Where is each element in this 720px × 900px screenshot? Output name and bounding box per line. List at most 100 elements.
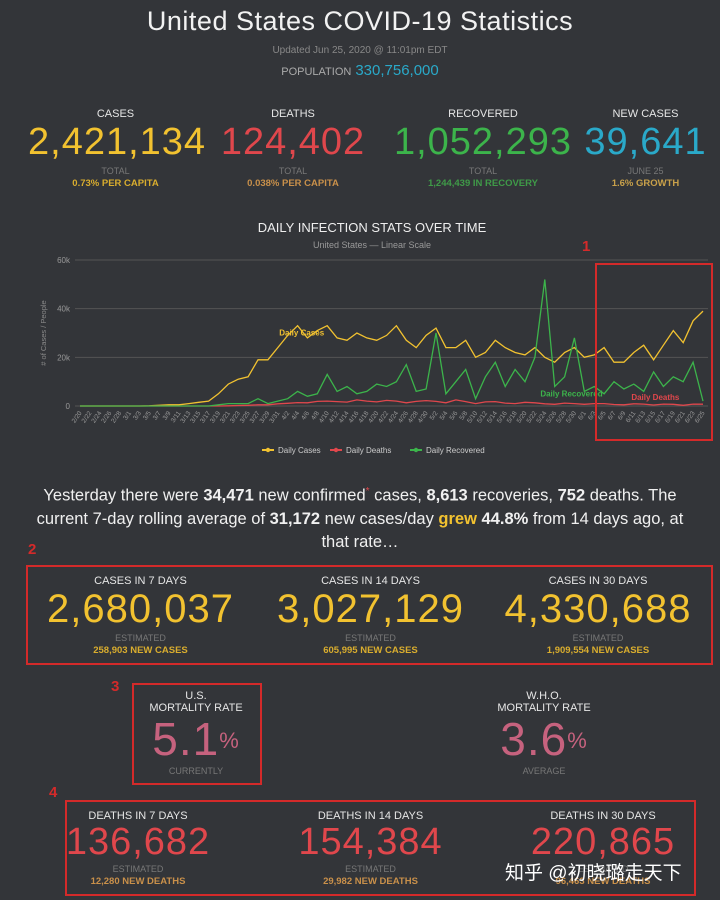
mortality-region: U.S. [185, 690, 207, 702]
mortality-label: MORTALITY RATE [149, 702, 243, 714]
x-tick-label: 4/8 [310, 410, 321, 422]
mortality-label: MORTALITY RATE [497, 702, 591, 714]
projection-value: 136,682 [65, 821, 211, 863]
legend-label: Daily Recovered [426, 446, 485, 455]
legend-label: Daily Cases [278, 446, 321, 455]
legend-marker [413, 447, 419, 453]
summary-text: deaths. The current 7-day rolling averag… [36, 486, 677, 528]
series-line [80, 310, 704, 407]
x-tick-label: 4/6 [300, 410, 311, 422]
stat-sub: TOTAL [101, 166, 130, 176]
death-projections: DEATHS IN 7 DAYS 136,682 ESTIMATED 12,28… [28, 810, 713, 887]
x-tick-label: 6/3 [587, 410, 598, 422]
projection-value: 154,384 [298, 821, 443, 863]
x-tick-label: 3/9 [162, 410, 173, 422]
marker: 3 [111, 678, 120, 695]
watermark: 知乎 @初晓璐走天下 [505, 863, 682, 884]
y-tick-label: 0 [66, 402, 71, 411]
projection-label: CASES IN 30 DAYS [548, 575, 648, 587]
mortality-number: 3.6 [500, 713, 568, 765]
stat-note: 1,244,439 IN RECOVERY [427, 178, 538, 189]
projection-sub: ESTIMATED [345, 633, 396, 643]
summary-number: 8,613 [426, 486, 468, 505]
highlight-box [595, 263, 713, 441]
projection-value: 4,330,688 [504, 587, 692, 631]
marker: 1 [582, 238, 591, 255]
y-axis-label: # of Cases / People [39, 300, 48, 365]
chart-title: DAILY INFECTION STATS OVER TIME [258, 220, 487, 235]
mortality-value: 5.1% [126, 714, 266, 764]
mortality-unit: % [219, 728, 240, 753]
x-tick-label: 3/3 [132, 410, 143, 422]
stat-note: 0.038% PER CAPITA [247, 178, 339, 189]
stat: CASES 2,421,134 TOTAL 0.73% PER CAPITA [28, 108, 207, 189]
projection-note: 29,982 NEW DEATHS [323, 876, 418, 887]
stat-label: NEW CASES [612, 108, 679, 120]
stats-row: CASES 2,421,134 TOTAL 0.73% PER CAPITA D… [28, 108, 708, 189]
summary: Yesterday there were 34,471 new confirme… [30, 480, 690, 554]
summary-text: Yesterday there were [43, 486, 204, 505]
legend-label: Daily Deaths [346, 446, 391, 455]
x-tick-label: 3/5 [142, 410, 153, 422]
summary-text: from 14 days ago, at that rate… [321, 509, 684, 551]
summary-trend: grew [438, 509, 477, 528]
x-tick-label: 4/2 [280, 410, 291, 422]
projection: CASES IN 30 DAYS 4,330,688 ESTIMATED 1,9… [488, 575, 708, 656]
summary-text: new confirmed [253, 486, 366, 505]
x-tick-label: 5/4 [439, 410, 450, 422]
series-label: Daily Deaths [631, 393, 680, 402]
legend-marker [333, 447, 339, 453]
stat-value: 39,641 [584, 121, 707, 163]
projection-label: DEATHS IN 30 DAYS [550, 810, 656, 822]
case-projections: CASES IN 7 DAYS 2,680,037 ESTIMATED 258,… [28, 575, 708, 656]
projection: DEATHS IN 7 DAYS 136,682 ESTIMATED 12,28… [28, 810, 248, 887]
projection-note: 12,280 NEW DEATHS [90, 876, 186, 887]
x-tick-label: 4/4 [290, 410, 301, 422]
x-tick-label: 6/7 [607, 410, 618, 422]
stat-sub: TOTAL [468, 166, 498, 176]
highlight-box [65, 800, 696, 896]
marker: 2 [28, 541, 37, 558]
projection-sub: ESTIMATED [115, 633, 166, 643]
projection-value: 220,865 [530, 821, 676, 863]
updated-time: Updated Jun 25, 2020 @ 11:01pm EDT [272, 45, 448, 56]
mortality-row: U.S. MORTALITY RATE 5.1% CURRENTLY W.H.O… [126, 690, 614, 776]
chart: DAILY INFECTION STATS OVER TIME United S… [39, 220, 708, 455]
projection-label: CASES IN 14 DAYS [321, 575, 420, 587]
projection-sub: ESTIMATED [572, 633, 624, 643]
x-tick-label: 3/7 [152, 410, 163, 422]
mortality: U.S. MORTALITY RATE 5.1% CURRENTLY [126, 690, 266, 776]
projection-value: 3,027,129 [277, 587, 464, 631]
stat-note: 0.73% PER CAPITA [72, 178, 159, 189]
projection-label: DEATHS IN 7 DAYS [88, 810, 188, 822]
mortality-number: 5.1 [152, 713, 220, 765]
projection-note: 605,995 NEW CASES [323, 645, 418, 656]
mortality-sub: CURRENTLY [168, 766, 224, 776]
y-tick-label: 20k [57, 353, 71, 362]
projection-sub: ESTIMATED [112, 864, 164, 874]
projection: DEATHS IN 14 DAYS 154,384 ESTIMATED 29,9… [248, 810, 493, 887]
summary-number: 34,471 [203, 486, 254, 505]
mortality: W.H.O. MORTALITY RATE 3.6% AVERAGE [474, 690, 614, 776]
stat-value: 2,421,134 [28, 121, 207, 163]
mortality-region: W.H.O. [526, 690, 562, 702]
stat: DEATHS 124,402 TOTAL 0.038% PER CAPITA [203, 108, 383, 189]
stat-value: 124,402 [220, 121, 366, 163]
summary-number: 44.8% [481, 509, 529, 528]
y-tick-label: 60k [57, 256, 71, 265]
stat-label: RECOVERED [448, 108, 518, 120]
summary-text: cases, [369, 486, 427, 505]
population: POPULATION 330,756,000 [0, 62, 720, 79]
summary-text: new cases/day [320, 509, 439, 528]
mortality-sub: AVERAGE [522, 766, 566, 776]
projection-sub: ESTIMATED [577, 864, 629, 874]
projection-note: 96,463 NEW DEATHS [555, 876, 651, 887]
projection-label: DEATHS IN 14 DAYS [317, 810, 424, 822]
projection: CASES IN 14 DAYS 3,027,129 ESTIMATED 605… [253, 575, 488, 656]
stat: NEW CASES 39,641 JUNE 25 1.6% GROWTH [583, 108, 708, 189]
x-tick-label: 6/5 [597, 410, 608, 422]
stat-value: 1,052,293 [393, 121, 573, 163]
projection-note: 1,909,554 NEW CASES [546, 645, 650, 656]
highlight-box [132, 683, 262, 785]
